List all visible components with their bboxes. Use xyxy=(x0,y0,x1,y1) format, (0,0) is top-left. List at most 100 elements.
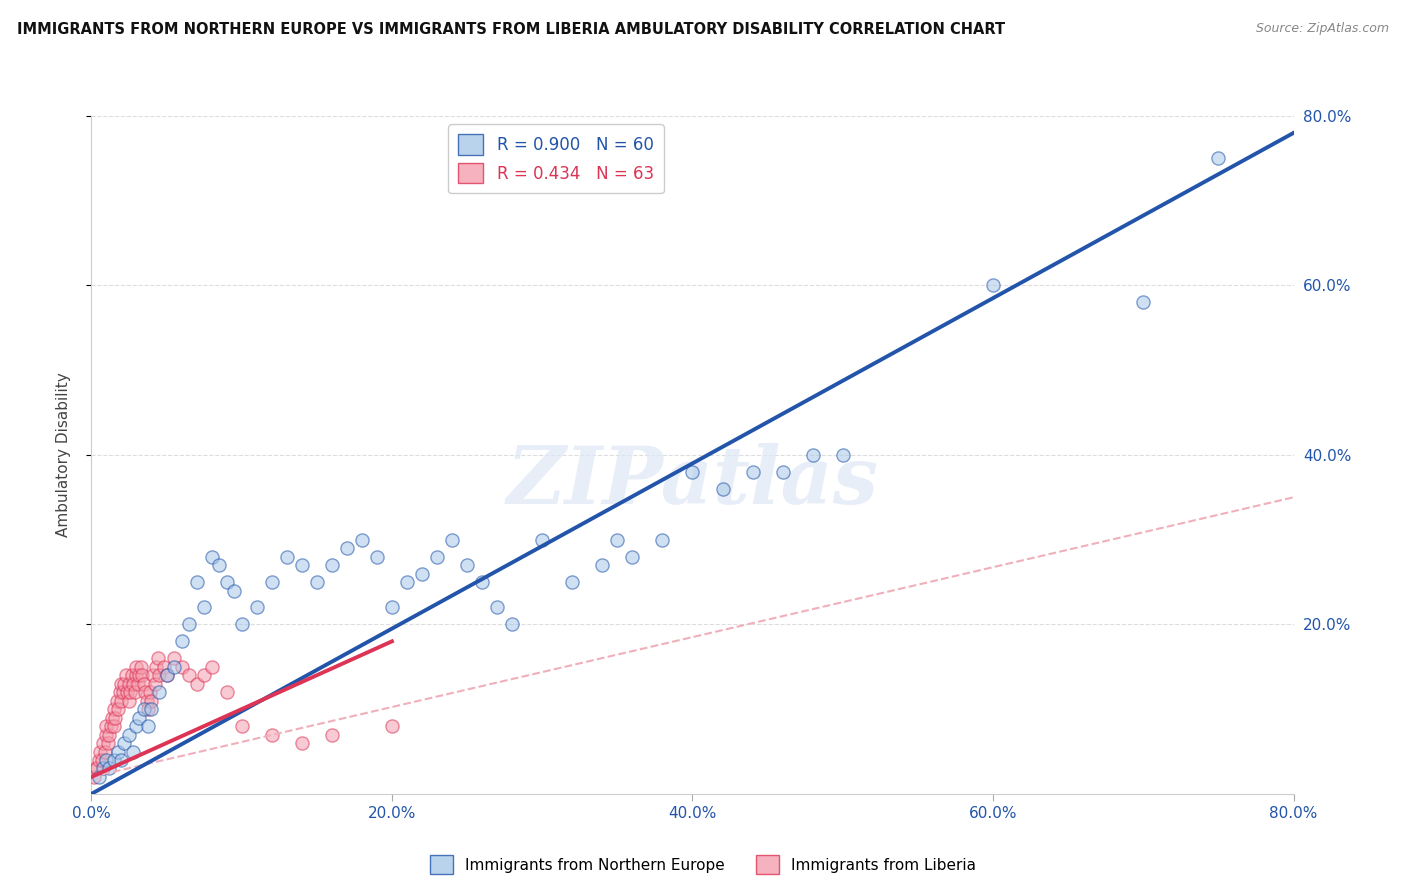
Point xyxy=(381,600,404,615)
Point xyxy=(681,465,703,479)
Point xyxy=(260,728,283,742)
Point xyxy=(146,651,169,665)
Point xyxy=(148,668,170,682)
Point xyxy=(440,533,463,547)
Legend: Immigrants from Northern Europe, Immigrants from Liberia: Immigrants from Northern Europe, Immigra… xyxy=(425,849,981,880)
Point xyxy=(186,575,208,590)
Point xyxy=(621,549,644,564)
Text: IMMIGRANTS FROM NORTHERN EUROPE VS IMMIGRANTS FROM LIBERIA AMBULATORY DISABILITY: IMMIGRANTS FROM NORTHERN EUROPE VS IMMIG… xyxy=(17,22,1005,37)
Point xyxy=(103,719,125,733)
Point xyxy=(606,533,628,547)
Point xyxy=(291,558,314,573)
Point xyxy=(141,702,163,716)
Point xyxy=(114,676,136,690)
Point xyxy=(148,685,170,699)
Point xyxy=(152,660,174,674)
Point xyxy=(118,676,141,690)
Point xyxy=(107,744,129,758)
Point xyxy=(215,685,238,699)
Point xyxy=(128,668,150,682)
Text: ZIPatlas: ZIPatlas xyxy=(506,443,879,521)
Point xyxy=(122,676,145,690)
Point xyxy=(651,533,673,547)
Point xyxy=(260,575,283,590)
Point xyxy=(110,676,132,690)
Point xyxy=(366,549,388,564)
Point xyxy=(125,668,148,682)
Point xyxy=(87,753,110,767)
Point xyxy=(145,660,167,674)
Point xyxy=(246,600,269,615)
Point xyxy=(90,753,112,767)
Point xyxy=(117,685,139,699)
Point xyxy=(131,668,153,682)
Point xyxy=(134,685,156,699)
Point xyxy=(87,770,110,784)
Point xyxy=(177,617,200,632)
Point xyxy=(84,761,107,775)
Point xyxy=(831,448,853,462)
Point xyxy=(124,685,146,699)
Point xyxy=(193,600,215,615)
Point xyxy=(89,744,111,758)
Point xyxy=(105,694,128,708)
Point xyxy=(142,668,165,682)
Point xyxy=(231,617,253,632)
Point xyxy=(336,541,359,555)
Point xyxy=(981,278,1004,293)
Point xyxy=(711,482,734,496)
Point xyxy=(141,694,163,708)
Point xyxy=(110,694,132,708)
Point xyxy=(741,465,763,479)
Point xyxy=(107,702,129,716)
Point xyxy=(395,575,418,590)
Point xyxy=(561,575,583,590)
Point xyxy=(215,575,238,590)
Point xyxy=(381,719,404,733)
Point xyxy=(201,549,224,564)
Point xyxy=(1132,295,1154,310)
Point xyxy=(132,702,155,716)
Point xyxy=(114,736,136,750)
Point xyxy=(186,676,208,690)
Legend: R = 0.900   N = 60, R = 0.434   N = 63: R = 0.900 N = 60, R = 0.434 N = 63 xyxy=(449,124,664,194)
Point xyxy=(86,761,108,775)
Point xyxy=(350,533,373,547)
Point xyxy=(155,668,177,682)
Point xyxy=(170,660,193,674)
Point xyxy=(224,583,246,598)
Point xyxy=(118,694,141,708)
Point xyxy=(96,753,118,767)
Point xyxy=(129,660,152,674)
Point xyxy=(110,753,132,767)
Point xyxy=(101,710,124,724)
Y-axis label: Ambulatory Disability: Ambulatory Disability xyxy=(56,373,70,537)
Point xyxy=(94,744,117,758)
Point xyxy=(96,719,118,733)
Point xyxy=(193,668,215,682)
Point xyxy=(93,736,115,750)
Point xyxy=(411,566,433,581)
Point xyxy=(801,448,824,462)
Point xyxy=(136,694,159,708)
Point xyxy=(96,728,118,742)
Point xyxy=(471,575,494,590)
Point xyxy=(128,710,150,724)
Point xyxy=(139,685,162,699)
Point xyxy=(321,558,343,573)
Point xyxy=(276,549,298,564)
Point xyxy=(501,617,523,632)
Point xyxy=(163,660,186,674)
Point xyxy=(100,719,122,733)
Point xyxy=(426,549,449,564)
Point xyxy=(155,668,177,682)
Point xyxy=(125,660,148,674)
Point xyxy=(170,634,193,648)
Point xyxy=(321,728,343,742)
Point xyxy=(138,702,160,716)
Point xyxy=(208,558,231,573)
Point xyxy=(177,668,200,682)
Point xyxy=(118,728,141,742)
Point xyxy=(132,676,155,690)
Point xyxy=(111,685,134,699)
